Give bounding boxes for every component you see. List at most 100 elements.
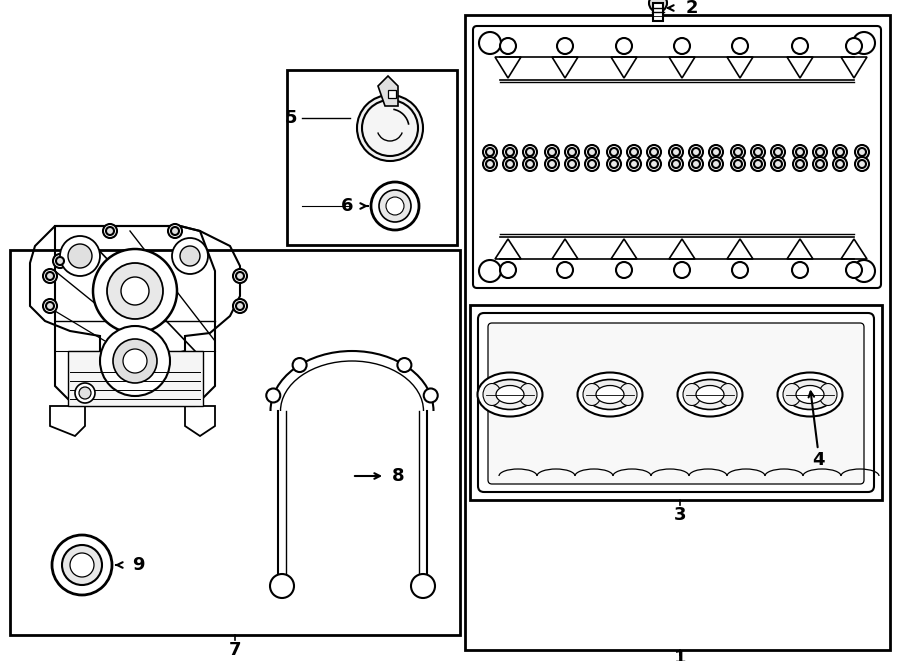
Circle shape [168, 224, 182, 238]
Circle shape [233, 269, 247, 283]
Circle shape [731, 145, 745, 159]
Text: 2: 2 [686, 0, 698, 17]
Circle shape [106, 227, 114, 235]
Circle shape [503, 145, 517, 159]
Circle shape [734, 160, 742, 168]
Circle shape [607, 145, 621, 159]
Ellipse shape [496, 385, 524, 403]
Ellipse shape [619, 383, 637, 405]
Circle shape [672, 148, 680, 156]
Text: 7: 7 [229, 641, 241, 659]
Bar [653, 3, 663, 21]
Circle shape [70, 553, 94, 577]
Circle shape [171, 227, 179, 235]
Ellipse shape [819, 383, 837, 405]
Circle shape [647, 145, 661, 159]
Circle shape [650, 160, 658, 168]
Circle shape [93, 249, 177, 333]
Circle shape [751, 157, 765, 171]
Circle shape [853, 32, 875, 54]
Circle shape [270, 574, 294, 598]
Ellipse shape [596, 385, 624, 403]
Ellipse shape [719, 383, 737, 405]
Circle shape [793, 157, 807, 171]
Circle shape [236, 272, 244, 280]
Ellipse shape [678, 373, 742, 416]
Circle shape [585, 157, 599, 171]
Circle shape [565, 145, 579, 159]
Circle shape [647, 157, 661, 171]
Circle shape [266, 389, 280, 403]
Text: 3: 3 [674, 506, 686, 524]
Circle shape [557, 262, 573, 278]
FancyBboxPatch shape [478, 313, 874, 492]
Circle shape [479, 260, 501, 282]
Ellipse shape [586, 379, 634, 410]
Bar [470, 305, 882, 500]
Circle shape [669, 157, 683, 171]
Circle shape [774, 148, 782, 156]
Circle shape [689, 157, 703, 171]
Circle shape [585, 145, 599, 159]
FancyBboxPatch shape [488, 323, 864, 484]
Circle shape [43, 269, 57, 283]
Circle shape [751, 145, 765, 159]
Ellipse shape [696, 385, 724, 403]
Circle shape [855, 145, 869, 159]
Circle shape [233, 299, 247, 313]
Text: 1: 1 [674, 649, 686, 661]
Circle shape [754, 160, 762, 168]
Circle shape [479, 32, 501, 54]
Circle shape [630, 160, 638, 168]
Text: 8: 8 [392, 467, 405, 485]
Bar [10, 250, 460, 635]
Circle shape [523, 145, 537, 159]
Circle shape [816, 160, 824, 168]
Ellipse shape [486, 379, 534, 410]
Circle shape [52, 535, 112, 595]
Bar [465, 15, 890, 650]
Circle shape [545, 157, 559, 171]
Circle shape [689, 145, 703, 159]
Circle shape [545, 145, 559, 159]
Circle shape [483, 145, 497, 159]
Circle shape [630, 148, 638, 156]
Circle shape [627, 145, 641, 159]
Circle shape [672, 160, 680, 168]
Circle shape [123, 349, 147, 373]
Circle shape [692, 160, 700, 168]
Circle shape [616, 262, 632, 278]
Circle shape [833, 145, 847, 159]
Circle shape [180, 246, 200, 266]
Circle shape [627, 157, 641, 171]
Circle shape [557, 38, 573, 54]
Circle shape [172, 238, 208, 274]
Circle shape [568, 148, 576, 156]
Circle shape [53, 254, 67, 268]
Circle shape [846, 262, 862, 278]
Circle shape [46, 302, 54, 310]
Circle shape [379, 190, 411, 222]
Circle shape [548, 160, 556, 168]
Circle shape [75, 383, 95, 403]
Circle shape [610, 148, 618, 156]
Circle shape [813, 145, 827, 159]
Circle shape [792, 262, 808, 278]
Circle shape [607, 157, 621, 171]
Text: 9: 9 [132, 556, 145, 574]
Circle shape [836, 148, 844, 156]
Circle shape [816, 148, 824, 156]
Circle shape [236, 302, 244, 310]
Circle shape [548, 148, 556, 156]
Circle shape [771, 157, 785, 171]
Circle shape [565, 157, 579, 171]
Circle shape [853, 260, 875, 282]
Circle shape [588, 160, 596, 168]
Circle shape [500, 262, 516, 278]
Circle shape [483, 157, 497, 171]
Circle shape [709, 157, 723, 171]
Circle shape [774, 160, 782, 168]
Circle shape [292, 358, 307, 372]
Circle shape [754, 148, 762, 156]
Circle shape [100, 326, 170, 396]
